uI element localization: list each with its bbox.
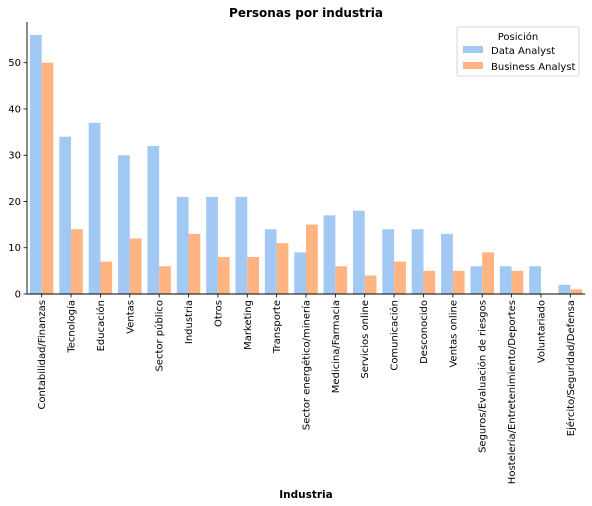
x-tick-label-ventas: Ventas (125, 300, 136, 334)
y-axis: 0 10 20 30 40 50 (8, 58, 27, 301)
bar-business-analyst-medicina-farmacia (335, 266, 348, 294)
legend-swatch-business-analyst (463, 62, 483, 69)
legend-label-business-analyst: Business Analyst (491, 62, 575, 73)
legend-frame (456, 26, 580, 77)
bar-business-analyst-desconocido (423, 270, 436, 294)
bar-business-analyst-hosteleria-entretenimiento-deportes (511, 270, 524, 294)
bar-data-analyst-voluntariado (529, 266, 541, 294)
legend: Posición Data Analyst Business Analyst (456, 26, 580, 77)
bar-business-analyst-ventas-online (452, 270, 465, 294)
bar-business-analyst-ventas (129, 238, 142, 294)
x-tick-label-medicina-farmacia: Medicina/Farmacia (331, 300, 342, 393)
bar-data-analyst-ejercito-seguridad-defensa (558, 284, 571, 294)
bar-business-analyst-servicios-online (364, 275, 377, 294)
x-tick-label-contabilidad-finanzas: Contabilidad/Finanzas (37, 300, 48, 410)
x-tick-label-seguros-evaluacion-de-riesgos: Seguros/Evaluación de riesgos (477, 300, 489, 453)
bar-data-analyst-hosteleria-entretenimiento-deportes (499, 266, 512, 294)
bar-data-analyst-contabilidad-finanzas (29, 34, 42, 294)
chart-title: Personas por industria (229, 6, 383, 20)
x-tick-label-marketing: Marketing (243, 300, 254, 350)
x-tick-label-transporte: Transporte (272, 300, 283, 354)
bar-data-analyst-ventas-online (441, 233, 453, 294)
bar-business-analyst-industria (188, 233, 201, 294)
bar-data-analyst-marketing (235, 196, 248, 294)
bar-data-analyst-ventas (118, 155, 130, 294)
y-tick-label: 0 (15, 290, 21, 301)
x-tick-label-hosteleria-entretenimiento-deportes: Hostelería/Entretenimiento/Deportes (506, 300, 518, 484)
x-axis-label: Industria (279, 489, 333, 501)
x-tick-label-ventas-online: Ventas online (448, 300, 459, 368)
y-tick-label: 10 (8, 243, 21, 254)
bar-business-analyst-marketing (247, 256, 260, 294)
bar-business-analyst-comunicacion (394, 261, 406, 294)
bar-data-analyst-educacion (88, 122, 101, 294)
x-tick-label-sector-publico: Sector público (154, 300, 166, 372)
bar-business-analyst-transporte (276, 243, 289, 294)
x-tick-label-voluntariado: Voluntariado (536, 300, 547, 363)
x-tick-label-comunicacion: Comunicación (389, 300, 401, 371)
legend-title: Posición (498, 31, 539, 43)
bar-data-analyst-sector-energetico-mineria (294, 252, 306, 294)
x-tick-label-tecnologia: Tecnología (66, 300, 78, 354)
bar-data-analyst-seguros-evaluacion-de-riesgos (470, 266, 483, 294)
bar-data-analyst-sector-publico (147, 145, 160, 294)
bars (29, 34, 583, 295)
x-tick-label-desconocido: Desconocido (419, 300, 430, 364)
x-tick-label-sector-energetico-mineria: Sector energético/minería (301, 300, 313, 430)
y-tick-label: 20 (8, 197, 21, 208)
bar-data-analyst-industria (176, 196, 189, 294)
y-tick-label: 40 (8, 104, 21, 115)
bar-data-analyst-transporte (264, 229, 277, 294)
bar-business-analyst-otros (217, 256, 230, 294)
bar-business-analyst-educacion (100, 261, 113, 294)
bar-business-analyst-tecnologia (71, 229, 83, 294)
bar-data-analyst-tecnologia (59, 136, 72, 294)
x-tick-label-servicios-online: Servicios online (360, 300, 371, 379)
bar-business-analyst-contabilidad-finanzas (41, 62, 54, 295)
x-tick-label-educacion: Educación (95, 300, 107, 351)
bar-business-analyst-ejercito-seguridad-defensa (570, 289, 583, 294)
bar-data-analyst-medicina-farmacia (323, 215, 336, 294)
bar-business-analyst-seguros-evaluacion-de-riesgos (482, 252, 494, 294)
bar-business-analyst-sector-publico (159, 266, 171, 294)
y-tick-label: 30 (8, 151, 21, 162)
bar-business-analyst-sector-energetico-mineria (306, 224, 318, 294)
bar-data-analyst-servicios-online (352, 210, 365, 294)
legend-swatch-data-analyst (463, 46, 483, 53)
x-tick-label-otros: Otros (213, 300, 224, 327)
bar-data-analyst-comunicacion (382, 229, 395, 294)
y-tick-label: 50 (8, 58, 21, 69)
legend-label-data-analyst: Data Analyst (491, 46, 555, 57)
x-tick-label-ejercito-seguridad-defensa: Ejército/Seguridad/Defensa (565, 300, 577, 436)
bar-data-analyst-desconocido (411, 229, 424, 294)
bar-data-analyst-otros (206, 196, 218, 294)
x-tick-label-industria: Industria (184, 300, 195, 344)
x-axis: Contabilidad/Finanzas Tecnología Educación… (37, 294, 577, 484)
